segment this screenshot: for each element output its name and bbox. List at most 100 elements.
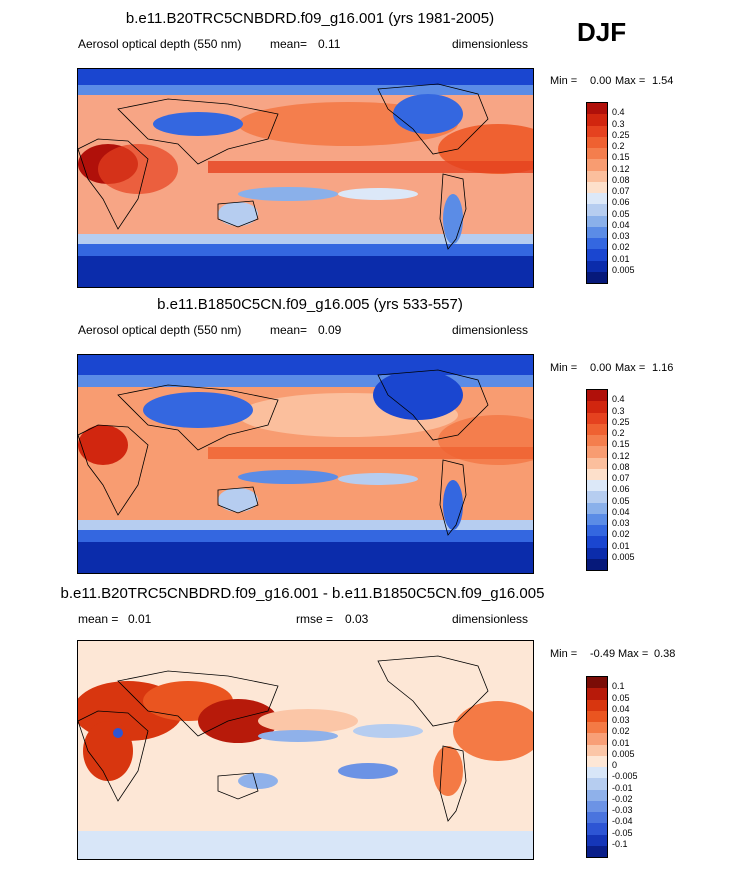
panel3-min-value: -0.49	[590, 648, 616, 660]
season-label: DJF	[577, 17, 627, 47]
colorbar-tick-label: -0.02	[612, 793, 633, 804]
colorbar-tick-label: 0.08	[612, 461, 630, 472]
colorbar-tick-label: 0.3	[612, 405, 625, 416]
panel3-map	[77, 640, 534, 860]
colorbar-swatch	[587, 547, 607, 559]
colorbar-swatch	[587, 226, 607, 238]
colorbar-swatch	[587, 468, 607, 480]
colorbar-swatch	[587, 699, 607, 711]
colorbar-swatch	[587, 136, 607, 148]
colorbar-swatch	[587, 238, 607, 250]
colorbar-swatch	[587, 744, 607, 756]
panel1-min-value: 0.00	[590, 75, 612, 87]
colorbar-swatch	[587, 710, 607, 722]
panel1-min-label: Min =	[550, 75, 578, 87]
colorbar-swatch	[587, 688, 607, 700]
colorbar-tick-label: 0.03	[612, 518, 630, 528]
panel3-rmse-value: 0.03	[345, 612, 369, 626]
colorbar-tick-label: 0.2	[612, 428, 625, 438]
panel2-min-value: 0.00	[590, 362, 612, 374]
colorbar-swatch	[587, 767, 607, 779]
colorbar-tick-label: 0.04	[612, 703, 630, 714]
colorbar-swatch	[587, 502, 607, 514]
panel2-colorbar	[586, 389, 608, 571]
colorbar-swatch	[587, 125, 607, 137]
colorbar-swatch	[587, 823, 607, 835]
panel2-map	[77, 354, 534, 574]
colorbar-tick-label: 0.02	[612, 726, 630, 737]
panel3-units: dimensionless	[452, 612, 529, 626]
colorbar-tick-label: 0.03	[612, 231, 630, 241]
panel1-mean-label: mean=	[270, 37, 308, 51]
colorbar-swatch	[587, 778, 607, 790]
colorbar-swatch	[587, 755, 607, 767]
colorbar-swatch	[587, 677, 607, 689]
colorbar-swatch	[587, 114, 607, 126]
panel2-max-label: Max =	[615, 362, 646, 374]
colorbar-swatch	[587, 148, 607, 160]
panel3-title: b.e11.B20TRC5CNBDRD.f09_g16.001 - b.e11.…	[60, 585, 545, 602]
colorbar-tick-label: 0.4	[612, 394, 625, 405]
panel1-variable: Aerosol optical depth (550 nm)	[78, 37, 242, 51]
panel1-map	[77, 68, 534, 288]
panel3-max-value: 0.38	[654, 648, 676, 660]
colorbar-tick-label: 0.005	[612, 551, 635, 562]
colorbar-tick-label: 0.08	[612, 174, 630, 185]
colorbar-swatch	[587, 845, 607, 857]
colorbar-tick-label: -0.04	[612, 816, 633, 827]
colorbar-swatch	[587, 249, 607, 261]
colorbar-swatch	[587, 733, 607, 745]
colorbar-swatch	[587, 812, 607, 824]
colorbar-tick-label: 0.15	[612, 152, 630, 163]
colorbar-swatch	[587, 789, 607, 801]
colorbar-swatch	[587, 170, 607, 182]
panel2-variable: Aerosol optical depth (550 nm)	[78, 323, 242, 337]
colorbar-tick-label: 0.04	[612, 506, 630, 517]
panel1-mean-value: 0.11	[318, 37, 341, 51]
colorbar-swatch	[587, 513, 607, 525]
colorbar-swatch	[587, 525, 607, 537]
colorbar-tick-label: 0.06	[612, 484, 630, 495]
colorbar-swatch	[587, 435, 607, 447]
colorbar-swatch	[587, 536, 607, 548]
colorbar-tick-label: 0.2	[612, 141, 625, 151]
colorbar-swatch	[587, 271, 607, 283]
panel3-min-label: Min =	[550, 648, 578, 660]
colorbar-tick-label: -0.03	[612, 805, 633, 815]
colorbar-tick-label: 0.25	[612, 416, 630, 427]
colorbar-tick-label: 0.04	[612, 219, 630, 230]
colorbar-swatch	[587, 800, 607, 812]
colorbar-tick-label: -0.005	[612, 771, 638, 782]
colorbar-tick-label: -0.05	[612, 827, 633, 838]
colorbar-swatch	[587, 401, 607, 413]
colorbar-swatch	[587, 390, 607, 402]
panel2-title: b.e11.B1850C5CN.f09_g16.005 (yrs 533-557…	[157, 296, 463, 313]
colorbar-swatch	[587, 260, 607, 272]
colorbar-tick-label: 0.12	[612, 450, 630, 461]
colorbar-swatch	[587, 423, 607, 435]
colorbar-swatch	[587, 446, 607, 458]
colorbar-tick-label: 0.02	[612, 529, 630, 540]
colorbar-tick-label: 0.15	[612, 439, 630, 450]
panel3-max-label: Max =	[618, 648, 649, 660]
colorbar-swatch	[587, 722, 607, 734]
colorbar-tick-label: 0.005	[612, 748, 635, 759]
colorbar-tick-label: 0.005	[612, 264, 635, 275]
panel3-mean-label: mean =	[78, 612, 119, 626]
colorbar-tick-label: 0.01	[612, 540, 630, 551]
colorbar-swatch	[587, 159, 607, 171]
panel3-rmse-label: rmse =	[296, 612, 334, 626]
colorbar-tick-label: 0.12	[612, 163, 630, 174]
panel1-units: dimensionless	[452, 37, 529, 51]
panel1-colorbar	[586, 102, 608, 284]
colorbar-tick-label: -0.01	[612, 782, 633, 793]
colorbar-tick-label: -0.1	[612, 838, 628, 849]
colorbar-swatch	[587, 457, 607, 469]
panel2-min-label: Min =	[550, 362, 578, 374]
panel1-title: b.e11.B20TRC5CNBDRD.f09_g16.001 (yrs 198…	[125, 10, 495, 27]
panel3-mean-value: 0.01	[128, 612, 152, 626]
colorbar-swatch	[587, 558, 607, 570]
colorbar-swatch	[587, 204, 607, 216]
colorbar-swatch	[587, 193, 607, 205]
colorbar-tick-label: 0.01	[612, 253, 630, 264]
